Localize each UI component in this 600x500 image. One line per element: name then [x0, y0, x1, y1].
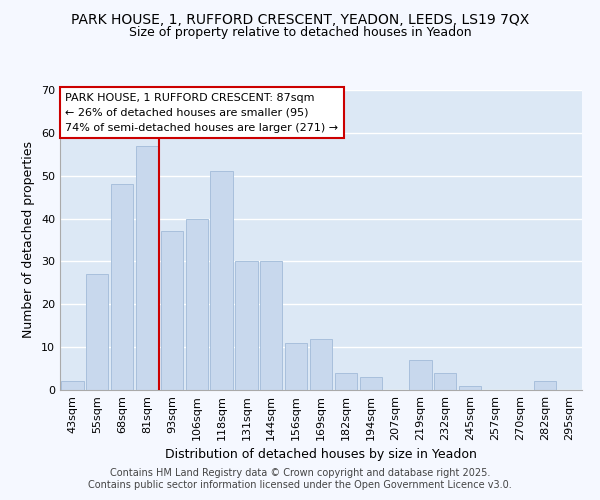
Bar	[459, 386, 481, 390]
Bar	[359, 377, 382, 390]
Text: PARK HOUSE, 1, RUFFORD CRESCENT, YEADON, LEEDS, LS19 7QX: PARK HOUSE, 1, RUFFORD CRESCENT, YEADON,…	[71, 12, 529, 26]
Bar	[161, 232, 183, 390]
Text: Size of property relative to detached houses in Yeadon: Size of property relative to detached ho…	[128, 26, 472, 39]
Bar	[211, 172, 233, 390]
X-axis label: Distribution of detached houses by size in Yeadon: Distribution of detached houses by size …	[165, 448, 477, 462]
Bar	[86, 274, 109, 390]
Bar	[111, 184, 133, 390]
Bar	[285, 343, 307, 390]
Bar	[185, 218, 208, 390]
Y-axis label: Number of detached properties: Number of detached properties	[22, 142, 35, 338]
Text: Contains HM Land Registry data © Crown copyright and database right 2025.: Contains HM Land Registry data © Crown c…	[110, 468, 490, 477]
Bar	[310, 338, 332, 390]
Bar	[409, 360, 431, 390]
Bar	[434, 373, 457, 390]
Bar	[235, 262, 257, 390]
Bar	[335, 373, 357, 390]
Text: Contains public sector information licensed under the Open Government Licence v3: Contains public sector information licen…	[88, 480, 512, 490]
Bar	[533, 382, 556, 390]
Bar	[136, 146, 158, 390]
Bar	[61, 382, 83, 390]
Bar	[260, 262, 283, 390]
Text: PARK HOUSE, 1 RUFFORD CRESCENT: 87sqm
← 26% of detached houses are smaller (95)
: PARK HOUSE, 1 RUFFORD CRESCENT: 87sqm ← …	[65, 93, 338, 132]
